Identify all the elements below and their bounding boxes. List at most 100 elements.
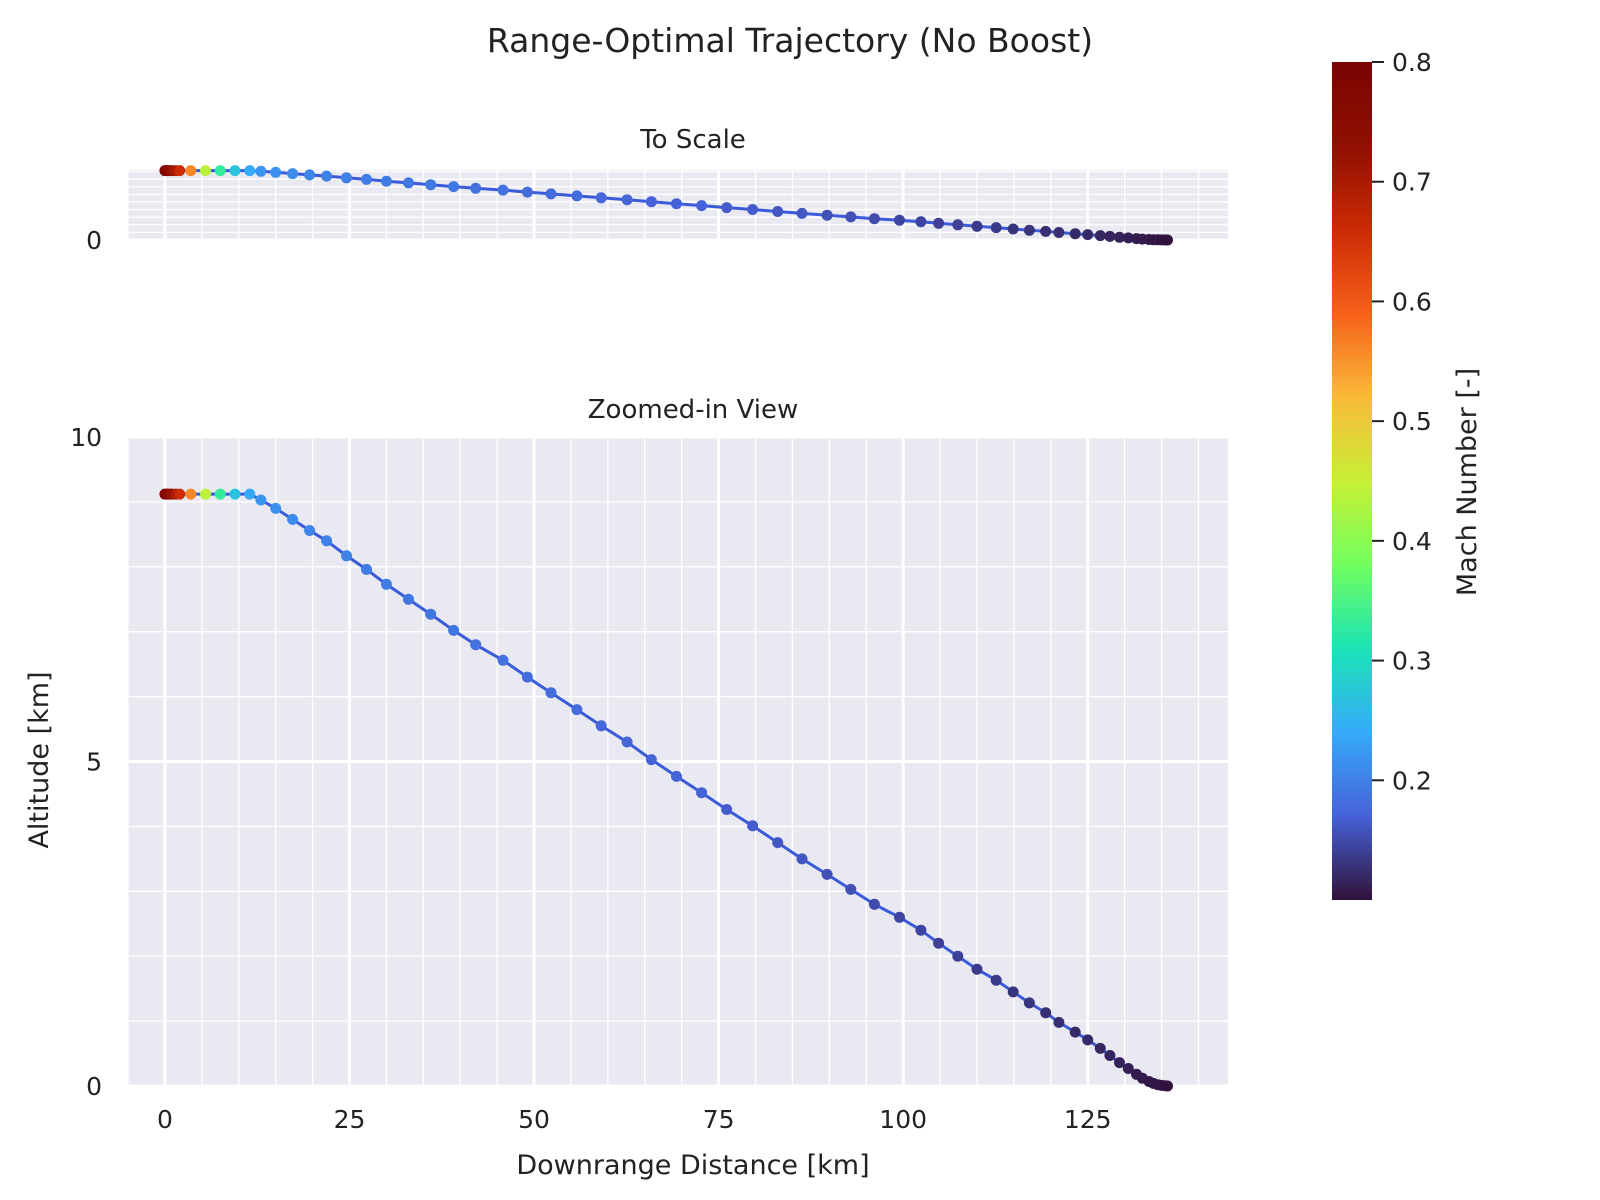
x-tick-label: 125 — [1064, 1105, 1112, 1134]
trajectory-point — [796, 853, 808, 865]
trajectory-point — [971, 963, 983, 975]
trajectory-point — [821, 209, 833, 221]
trajectory-point — [1114, 1057, 1125, 1069]
trajectory-point — [990, 974, 1002, 986]
trajectory-point — [747, 204, 759, 215]
trajectory-point — [1082, 1034, 1094, 1046]
trajectory-point — [321, 170, 333, 182]
y-tick-label: 5 — [86, 748, 102, 777]
trajectory-point — [868, 898, 880, 910]
trajectory-point — [696, 787, 708, 799]
trajectory-point — [1162, 234, 1173, 246]
y-tick-label: 10 — [70, 423, 102, 452]
panel-zoomed-y-ticks: 0 5 10 — [70, 423, 102, 1101]
trajectory-point — [545, 687, 557, 699]
trajectory-point — [470, 182, 482, 194]
trajectory-point — [621, 194, 633, 206]
panel-zoomed-grid — [127, 435, 1228, 1088]
trajectory-point — [287, 513, 299, 525]
trajectory-point — [229, 165, 241, 177]
trajectory-point — [721, 202, 733, 214]
trajectory-point — [185, 488, 197, 500]
colorbar-tick-label: 0.5 — [1392, 407, 1432, 436]
trajectory-point — [448, 624, 460, 636]
trajectory-point — [270, 166, 282, 178]
trajectory-point — [244, 165, 256, 177]
trajectory-point — [845, 211, 857, 223]
trajectory-point — [772, 837, 784, 849]
trajectory-point — [1023, 997, 1035, 1009]
trajectory-point — [645, 754, 657, 766]
trajectory-point — [185, 165, 197, 177]
colorbar-tick-label: 0.8 — [1392, 48, 1432, 77]
trajectory-point — [1094, 1042, 1106, 1054]
panel-zoomed-x-ticks: 0 25 50 75 100 125 — [157, 1105, 1112, 1134]
trajectory-point — [214, 488, 226, 500]
trajectory-point — [1007, 986, 1019, 998]
x-tick-label: 50 — [518, 1105, 550, 1134]
trajectory-point — [990, 222, 1002, 234]
trajectory-point — [915, 924, 927, 936]
trajectory-point — [721, 804, 733, 815]
panel-to-scale-title: To Scale — [639, 125, 746, 155]
trajectory-point — [621, 736, 633, 748]
trajectory-point — [595, 192, 607, 204]
colorbar-tick-label: 0.6 — [1392, 287, 1432, 316]
trajectory-point — [174, 488, 186, 500]
trajectory-point — [894, 911, 905, 923]
trajectory-point — [1082, 229, 1094, 241]
trajectory-point — [915, 216, 927, 228]
trajectory-point — [671, 198, 682, 210]
x-axis-label: Downrange Distance [km] — [516, 1150, 869, 1181]
colorbar-tick-label: 0.7 — [1392, 168, 1432, 197]
trajectory-point — [796, 207, 808, 219]
trajectory-point — [229, 488, 241, 500]
panel-zoomed-title: Zoomed-in View — [588, 395, 799, 425]
trajectory-point — [645, 196, 657, 208]
trajectory-point — [894, 214, 905, 226]
x-tick-label: 100 — [879, 1105, 927, 1134]
panel-to-scale-y-ticks: 0 — [86, 226, 102, 255]
panel-zoomed: Zoomed-in View 0 5 10 0 25 50 75 100 125 — [70, 395, 1228, 1134]
x-tick-label: 25 — [334, 1105, 366, 1134]
y-tick-label: 0 — [86, 226, 102, 255]
trajectory-point — [747, 820, 759, 832]
trajectory-point — [1162, 1080, 1173, 1092]
trajectory-point — [214, 165, 226, 177]
trajectory-point — [425, 608, 437, 620]
trajectory-point — [361, 563, 372, 575]
trajectory-point — [425, 179, 437, 191]
trajectory-point — [304, 169, 316, 181]
trajectory-point — [971, 220, 983, 232]
trajectory-point — [933, 937, 945, 949]
trajectory-point — [470, 639, 482, 651]
trajectory-point — [571, 704, 583, 716]
colorbar-tick-label: 0.3 — [1392, 647, 1432, 676]
trajectory-point — [200, 488, 211, 500]
colorbar: 0.2 0.3 0.4 0.5 0.6 0.7 0.8 Mach Number [-] — [1332, 48, 1483, 900]
trajectory-point — [361, 173, 372, 185]
trajectory-point — [255, 165, 267, 177]
colorbar-ticks: 0.2 0.3 0.4 0.5 0.6 0.7 0.8 — [1372, 48, 1432, 795]
trajectory-point — [244, 488, 256, 500]
trajectory-point — [696, 200, 708, 212]
trajectory-point — [595, 720, 607, 732]
trajectory-point — [521, 186, 533, 198]
trajectory-point — [521, 671, 533, 683]
panel-zoomed-trajectory-line — [164, 492, 1168, 1088]
x-tick-label: 0 — [157, 1105, 173, 1134]
colorbar-tick-label: 0.2 — [1392, 766, 1432, 795]
trajectory-point — [1069, 1026, 1081, 1038]
trajectory-point — [321, 535, 333, 547]
trajectory-point — [497, 654, 509, 666]
trajectory-point — [845, 883, 857, 895]
trajectory-point — [545, 188, 557, 200]
trajectory-point — [933, 217, 945, 229]
figure-title: Range-Optimal Trajectory (No Boost) — [487, 21, 1093, 60]
trajectory-point — [1122, 232, 1134, 244]
panel-to-scale: To Scale 0 — [86, 125, 1228, 255]
trajectory-point — [403, 593, 414, 605]
trajectory-point — [821, 868, 833, 880]
x-tick-label: 75 — [703, 1105, 735, 1134]
